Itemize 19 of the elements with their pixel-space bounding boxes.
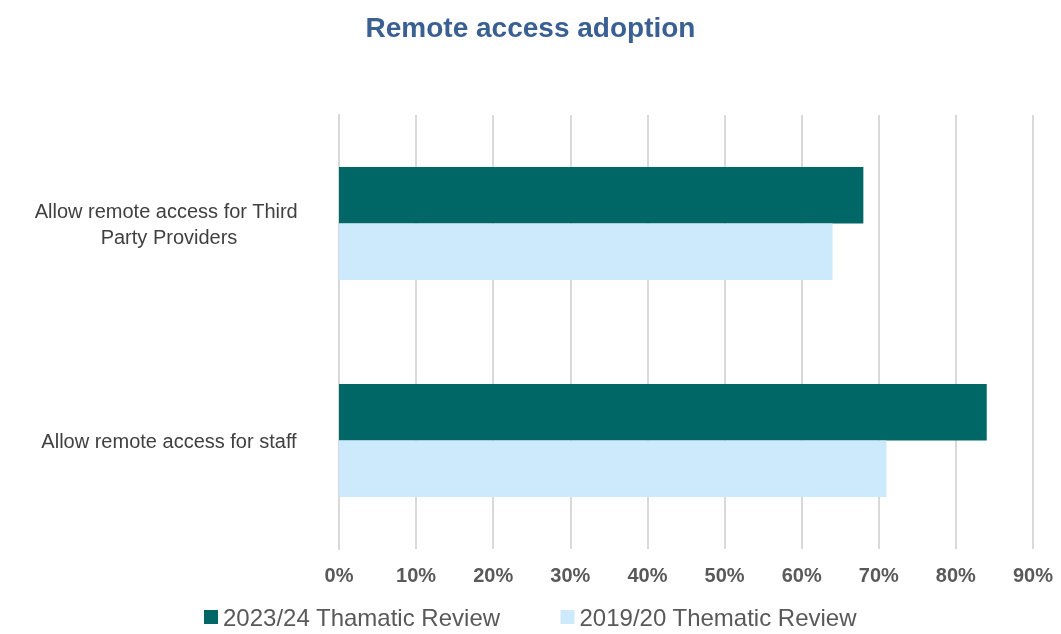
- y-tick-label: Allow remote access for Third Party Providers: [34, 199, 304, 248]
- legend-label: 2023/24 Thamatic Review: [223, 603, 501, 631]
- legend-label: 2019/20 Thematic Review: [579, 603, 858, 631]
- x-tick-label: 50%: [704, 564, 745, 586]
- x-tick-label: 10%: [396, 564, 437, 586]
- x-tick-label: 40%: [627, 564, 668, 586]
- x-tick-label: 30%: [550, 564, 591, 586]
- y-tick-label: Allow remote access for staff: [41, 429, 298, 452]
- bar: [339, 167, 864, 224]
- x-tick-label: 70%: [858, 564, 900, 586]
- x-tick-label: 60%: [781, 564, 822, 586]
- bar: [339, 440, 887, 497]
- x-tick-label: 20%: [473, 564, 514, 586]
- x-tick-label: 0%: [324, 564, 354, 586]
- bar: [339, 384, 987, 441]
- chart-title: Remote access adoption: [365, 11, 696, 43]
- x-tick-label: 80%: [935, 564, 977, 586]
- x-tick-label: 90%: [1012, 564, 1054, 586]
- bar: [339, 223, 833, 280]
